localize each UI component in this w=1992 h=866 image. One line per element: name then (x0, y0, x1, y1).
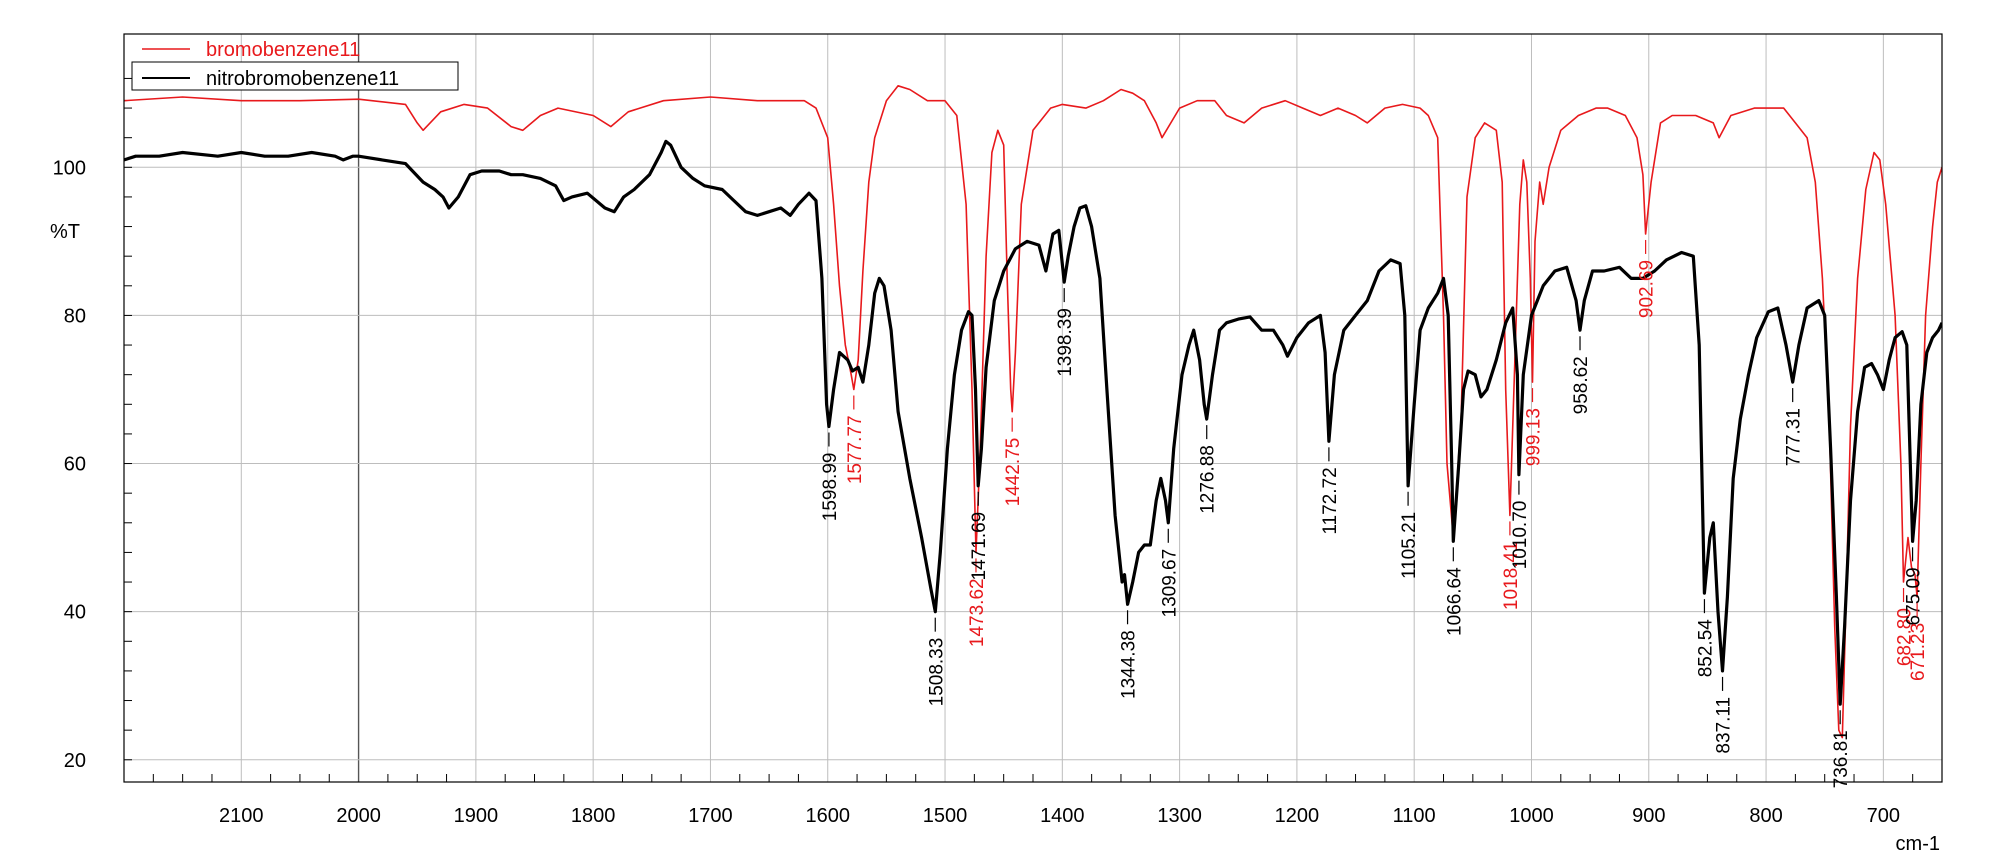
x-tick-label: 1900 (454, 805, 499, 827)
x-tick-label: 1800 (571, 805, 616, 827)
minor-ticks (124, 77, 1943, 782)
peak-label: 1471.69 (969, 512, 990, 581)
x-tick-label: 1700 (688, 805, 733, 827)
peak-label: 1066.64 (1444, 567, 1465, 636)
peak-label: 1473.62 (967, 578, 988, 647)
peak-label: 958.62 (1571, 356, 1592, 414)
legend-label: bromobenzene11 (206, 39, 360, 61)
x-tick-label: 2000 (336, 805, 381, 827)
x-tick-label: 1400 (1040, 805, 1085, 827)
peak-label: 1010.70 (1510, 501, 1531, 570)
peak-label: 671.23 (1908, 623, 1929, 681)
peak-label: 1105.21 (1399, 512, 1420, 579)
x-tick-label: 1500 (923, 805, 968, 827)
series-line-bromobenzene11 (124, 85, 1942, 739)
peak-label: 852.54 (1695, 619, 1716, 678)
peak-label: 1577.77 (845, 415, 866, 484)
y-tick-label: 100 (53, 157, 86, 179)
x-tick-label: 1600 (805, 805, 850, 827)
peak-label: 777.31 (1784, 408, 1805, 466)
peak-label: 999.13 (1524, 408, 1545, 466)
gridlines (124, 34, 1942, 782)
peak-label: 837.11 (1714, 697, 1735, 754)
x-tick-label: 800 (1749, 805, 1782, 827)
x-tick-label: 900 (1632, 805, 1665, 827)
series-layer (124, 85, 1942, 739)
peak-label: 902.69 (1637, 260, 1658, 318)
y-tick-label: 80 (64, 305, 86, 327)
peak-label: 1442.75 (1003, 438, 1024, 507)
peak-label: 682.80 (1895, 608, 1916, 666)
y-tick-label: 20 (64, 750, 86, 772)
peak-label: 736.81 (1831, 730, 1852, 788)
peak-label: 1598.99 (820, 453, 841, 522)
plot-frame (123, 33, 1943, 783)
legend-box (131, 61, 459, 91)
peak-label: 1398.39 (1055, 308, 1076, 377)
peak-label: 1344.38 (1119, 630, 1140, 699)
y-tick-label: 40 (64, 602, 86, 624)
series-line-nitrobromobenzene11 (124, 139, 1942, 706)
x-tick-label: 700 (1867, 805, 1900, 827)
peak-label: 1276.88 (1198, 445, 1219, 514)
x-tick-labels: 2100 2000 1900 1800 1700 1600 1500 1400 1300 1200… (219, 805, 1900, 827)
peak-label: 1018.41 (1501, 541, 1522, 610)
x-tick-label: 1100 (1393, 805, 1436, 827)
x-axis-label: cm-1 (1896, 833, 1940, 855)
y-tick-label: 60 (64, 454, 86, 476)
x-tick-label: 1200 (1275, 805, 1320, 827)
legend-label: nitrobromobenzene11 (206, 68, 399, 90)
x-tick-label: 1300 (1157, 805, 1202, 827)
legend: bromobenzene11 nitrobromobenzene11 (131, 39, 459, 91)
x-tick-label: 2100 (219, 805, 264, 827)
peak-label: 675.09 (1904, 567, 1925, 625)
peak-label: 1508.33 (926, 638, 947, 707)
x-tick-label: 1000 (1509, 805, 1554, 827)
y-tick-labels: 20 40 60 80 100 (53, 157, 86, 771)
peak-label: 1309.67 (1159, 549, 1180, 618)
y-axis-label: %T (50, 221, 80, 243)
peak-label: 1172.72 (1320, 467, 1341, 534)
